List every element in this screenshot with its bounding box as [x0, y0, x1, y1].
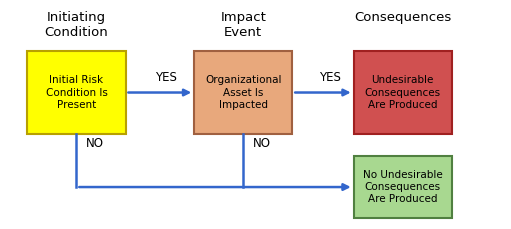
Text: No Undesirable
Consequences
Are Produced: No Undesirable Consequences Are Produced — [363, 170, 443, 204]
Text: Consequences: Consequences — [354, 11, 451, 24]
Text: NO: NO — [253, 137, 271, 150]
Text: Initiating
Condition: Initiating Condition — [44, 11, 108, 39]
FancyBboxPatch shape — [354, 156, 452, 218]
Text: YES: YES — [319, 71, 341, 84]
FancyBboxPatch shape — [194, 51, 292, 134]
Text: Impact
Event: Impact Event — [220, 11, 266, 39]
Text: Initial Risk
Condition Is
Present: Initial Risk Condition Is Present — [45, 75, 107, 110]
Text: Undesirable
Consequences
Are Produced: Undesirable Consequences Are Produced — [365, 75, 440, 110]
Text: NO: NO — [86, 137, 104, 150]
Text: Organizational
Asset Is
Impacted: Organizational Asset Is Impacted — [205, 75, 282, 110]
FancyBboxPatch shape — [28, 51, 126, 134]
Text: YES: YES — [155, 71, 177, 84]
FancyBboxPatch shape — [354, 51, 452, 134]
